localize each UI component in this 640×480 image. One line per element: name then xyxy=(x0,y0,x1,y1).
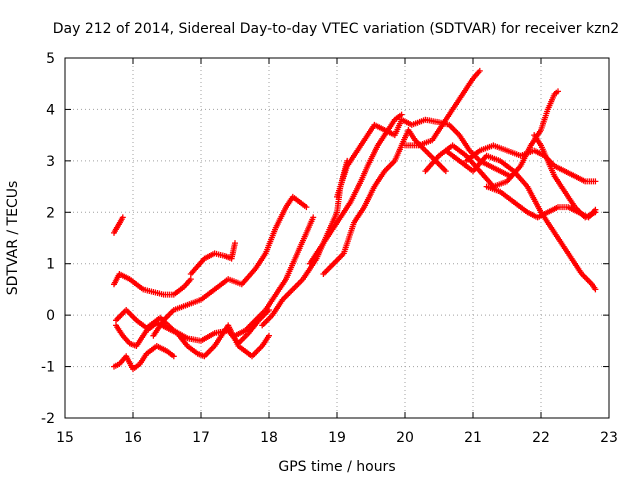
x-tick-label: 16 xyxy=(124,430,142,446)
data-points xyxy=(150,193,310,339)
series-track-7 xyxy=(150,193,310,339)
data-points xyxy=(232,214,317,339)
y-tick-label: 1 xyxy=(46,257,55,273)
data-points xyxy=(111,343,177,373)
x-tick-label: 19 xyxy=(328,430,346,446)
series-track-11 xyxy=(320,127,449,277)
x-tick-label: 18 xyxy=(260,430,278,446)
series-track-1 xyxy=(111,214,126,236)
x-tick-label: 22 xyxy=(532,430,550,446)
series-track-4 xyxy=(111,343,177,373)
chart-title: Day 212 of 2014, Sidereal Day-to-day VTE… xyxy=(53,21,619,37)
series-track-2 xyxy=(111,271,194,298)
y-tick-label: 4 xyxy=(46,102,55,118)
series-track-10 xyxy=(306,111,405,267)
x-tick-label: 21 xyxy=(464,430,482,446)
x-tick-label: 15 xyxy=(56,430,74,446)
y-tick-label: -2 xyxy=(41,411,55,427)
data-points xyxy=(442,147,599,293)
y-tick-label: 2 xyxy=(46,205,55,221)
x-axis-label: GPS time / hours xyxy=(278,459,395,475)
data-points xyxy=(187,240,238,277)
series-track-3 xyxy=(187,240,238,277)
y-tick-label: -1 xyxy=(41,360,55,376)
series-track-18 xyxy=(531,132,599,221)
y-tick-label: 5 xyxy=(46,51,55,67)
y-tick-label: 3 xyxy=(46,154,55,170)
data-points xyxy=(334,116,514,200)
data-points xyxy=(402,67,483,149)
data-points xyxy=(422,88,561,190)
series-track-6 xyxy=(113,307,272,347)
series-track-13 xyxy=(402,67,483,149)
x-tick-label: 17 xyxy=(192,430,210,446)
x-tick-label: 20 xyxy=(396,430,414,446)
series-track-14 xyxy=(422,88,561,190)
data-points xyxy=(531,132,599,221)
series-track-8 xyxy=(232,214,317,339)
data-points xyxy=(320,127,449,277)
data-points xyxy=(463,142,599,185)
grid xyxy=(65,58,609,418)
data-points xyxy=(111,214,126,236)
y-axis-label: SDTVAR / TECUs xyxy=(5,181,21,296)
data-points xyxy=(113,307,272,347)
data-points xyxy=(306,111,405,267)
series-track-15 xyxy=(442,147,599,293)
series-track-16 xyxy=(463,142,599,185)
x-tick-label: 23 xyxy=(600,430,618,446)
data-marks xyxy=(111,67,599,373)
data-points xyxy=(111,271,194,298)
y-tick-label: 0 xyxy=(46,308,55,324)
series-track-12 xyxy=(334,116,514,200)
